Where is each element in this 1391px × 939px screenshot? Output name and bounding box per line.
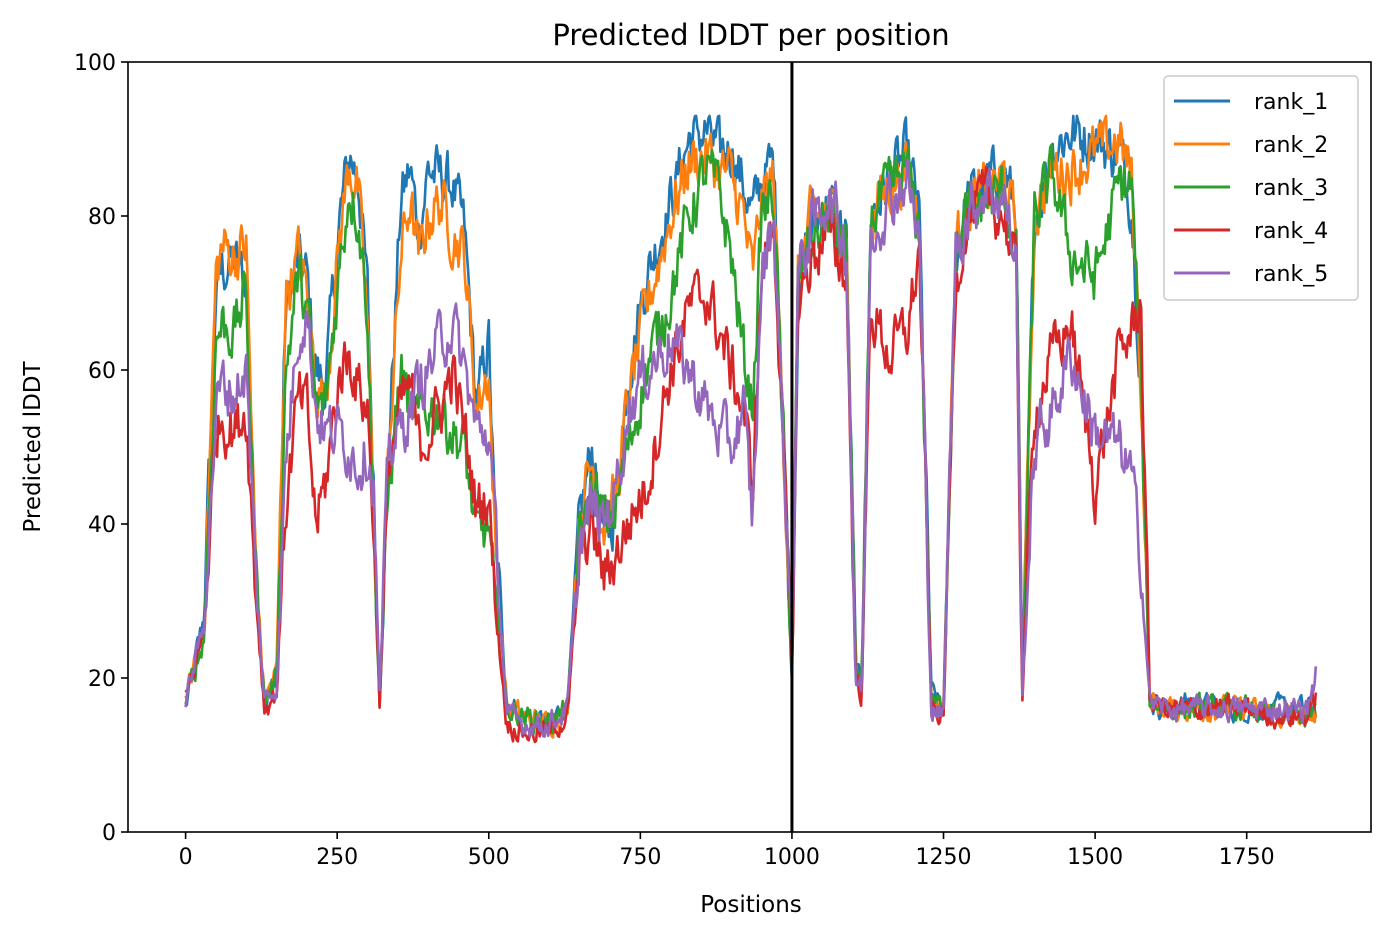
legend-label-rank_2: rank_2 xyxy=(1254,133,1328,158)
x-tick-label: 1250 xyxy=(916,845,972,870)
plot-area: 0 250 500 750 1000 1250 1500 1750 0 20 40 60 80 100 ra… xyxy=(74,51,1372,870)
legend-label-rank_1: rank_1 xyxy=(1254,90,1328,115)
y-tick-label: 20 xyxy=(88,667,116,692)
x-tick-label: 1000 xyxy=(764,845,820,870)
legend-box xyxy=(1163,75,1359,301)
y-tick-label: 40 xyxy=(88,513,116,538)
x-tick-label: 1500 xyxy=(1067,845,1123,870)
x-tick-label: 0 xyxy=(179,845,193,870)
x-axis-label: Positions xyxy=(700,892,802,918)
x-tick-label: 1750 xyxy=(1219,845,1275,870)
x-tick-label: 500 xyxy=(468,845,510,870)
y-tick-label: 60 xyxy=(88,359,116,384)
x-tick-label: 750 xyxy=(619,845,661,870)
y-axis-label: Predicted lDDT xyxy=(20,360,46,532)
y-tick-label: 0 xyxy=(102,821,116,846)
y-tick-label: 100 xyxy=(74,51,116,76)
legend-label-rank_5: rank_5 xyxy=(1254,262,1328,287)
x-tick-label: 250 xyxy=(316,845,358,870)
chart-title: Predicted lDDT per position xyxy=(552,18,949,52)
legend-label-rank_3: rank_3 xyxy=(1254,176,1328,201)
axes-frame xyxy=(127,61,1372,833)
y-tick-label: 80 xyxy=(88,205,116,230)
legend: rank_1 rank_2 rank_3 rank_4 rank_5 xyxy=(1163,75,1359,301)
series-line-rank_5 xyxy=(184,158,1318,739)
legend-label-rank_4: rank_4 xyxy=(1254,219,1328,244)
